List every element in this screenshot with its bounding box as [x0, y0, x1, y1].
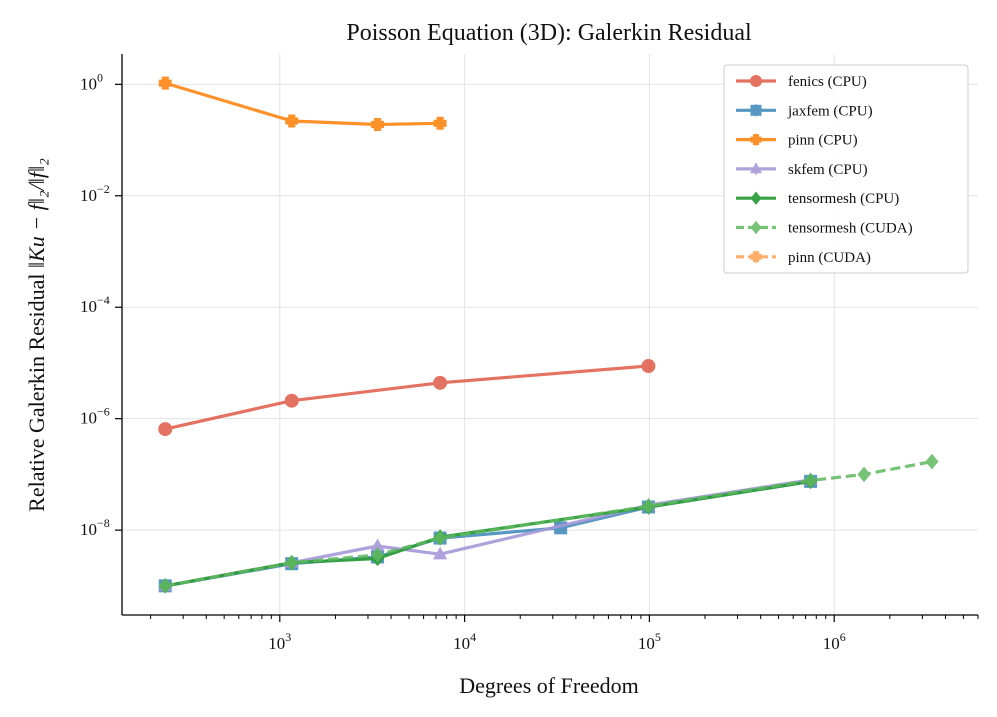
y-axis-label-text: Relative Galerkin Residual — [24, 268, 49, 512]
x-tick-label: 106 — [823, 630, 846, 653]
series-line-fenics-cpu — [165, 366, 648, 429]
legend-marker-jaxfem-cpu — [751, 105, 762, 116]
x-tick-exponent: 3 — [285, 630, 291, 644]
y-tick-base: 10 — [80, 409, 97, 428]
x-tick-label: 104 — [453, 630, 476, 653]
data-point-tensormesh-cuda — [858, 467, 871, 483]
y-axis-label: Relative Galerkin Residual ‖Ku − f‖₂/‖f‖… — [24, 158, 49, 512]
series-fenics-cpu — [159, 360, 655, 436]
legend-label-pinn-cuda: pinn (CUDA) — [788, 250, 871, 266]
data-point-tensormesh-cuda — [925, 454, 938, 470]
x-axis-label: Degrees of Freedom — [459, 673, 639, 698]
y-tick-base: 10 — [80, 74, 97, 93]
data-point-pinn-cpu — [159, 77, 172, 90]
legend: fenics (CPU) jaxfem (CPU) pinn (CPU) skfem … — [724, 65, 968, 273]
legend-label-tensormesh-cuda: tensormesh (CUDA) — [788, 221, 913, 237]
y-tick-exponent: −8 — [97, 516, 110, 530]
x-tick-base: 10 — [823, 634, 840, 653]
chart-title: Poisson Equation (3D): Galerkin Residual — [346, 20, 752, 46]
data-point-fenics-cpu — [434, 376, 447, 389]
chart: Poisson Equation (3D): Galerkin Residual… — [0, 0, 997, 717]
y-tick-base: 10 — [80, 520, 97, 539]
x-tick-label: 105 — [638, 630, 661, 653]
data-point-pinn-cpu — [371, 118, 384, 131]
x-tick-base: 10 — [268, 634, 285, 653]
legend-label-skfem-cpu: skfem (CPU) — [788, 162, 868, 178]
legend-label-pinn-cpu: pinn (CPU) — [788, 133, 858, 149]
y-tick-base: 10 — [80, 186, 97, 205]
series-jaxfem-cpu — [159, 475, 817, 592]
y-tick-exponent: −4 — [97, 293, 110, 307]
y-tick-exponent: −2 — [97, 182, 110, 196]
series-tensormesh-cuda — [159, 454, 939, 594]
y-tick-label: 10−2 — [80, 182, 110, 205]
x-tick-exponent: 5 — [655, 630, 661, 644]
series-line-pinn-cpu — [165, 83, 440, 124]
y-tick-base: 10 — [80, 297, 97, 316]
x-tick-exponent: 6 — [840, 630, 846, 644]
x-tick-exponent: 4 — [470, 630, 476, 644]
data-point-pinn-cpu — [434, 117, 447, 130]
legend-label-jaxfem-cpu: jaxfem (CPU) — [787, 103, 873, 119]
x-tick-base: 10 — [638, 634, 655, 653]
legend-label-tensormesh-cpu: tensormesh (CPU) — [788, 191, 899, 207]
y-tick-label: 10−8 — [80, 516, 110, 539]
y-tick-label: 100 — [80, 70, 103, 93]
y-tick-exponent: 0 — [97, 70, 103, 84]
y-tick-label: 10−4 — [80, 293, 110, 316]
y-axis-label-math: ‖Ku − f‖₂/‖f‖₂ — [24, 158, 49, 268]
data-point-pinn-cpu — [285, 114, 298, 127]
legend-marker-fenics-cpu — [751, 76, 762, 87]
legend-label-fenics-cpu: fenics (CPU) — [788, 74, 867, 90]
data-point-fenics-cpu — [642, 360, 655, 373]
y-tick-label: 10−6 — [80, 405, 110, 428]
x-tick-base: 10 — [453, 634, 470, 653]
data-point-fenics-cpu — [159, 423, 172, 436]
data-point-fenics-cpu — [285, 394, 298, 407]
y-tick-exponent: −6 — [97, 405, 110, 419]
x-tick-label: 103 — [268, 630, 291, 653]
